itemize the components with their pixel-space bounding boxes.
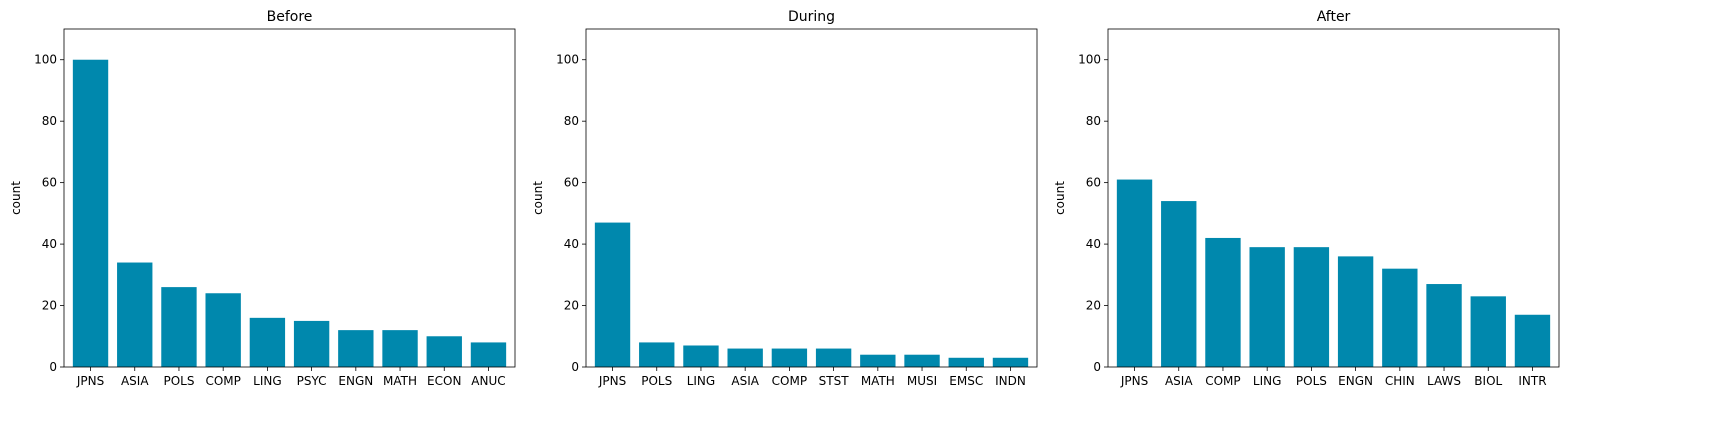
bar-asia — [727, 348, 763, 367]
y-tick-label: 40 — [42, 237, 57, 251]
x-tick-label: MATH — [383, 374, 417, 388]
y-axis-label: count — [1053, 181, 1067, 215]
x-tick-label: MUSI — [907, 374, 937, 388]
x-tick-label: ECON — [427, 374, 461, 388]
y-tick-label: 40 — [564, 237, 579, 251]
x-tick-label: ENGN — [338, 374, 373, 388]
x-tick-label: COMP — [1205, 374, 1240, 388]
y-tick-label: 100 — [556, 53, 579, 67]
x-tick-label: JPNS — [1120, 374, 1148, 388]
bar-comp — [771, 348, 808, 367]
y-axis-label: count — [9, 181, 23, 215]
y-tick-label: 20 — [1086, 299, 1101, 313]
x-tick-label: POLS — [641, 374, 672, 388]
bar-pols — [161, 287, 197, 367]
chart-panel-after: JPNS ASIA COMP LING POLS ENGN CHIN LAWS BIOL INTR… — [1053, 9, 1560, 388]
bar-psyc — [293, 320, 330, 367]
chart-title: Before — [267, 9, 313, 25]
y-tick-label: 80 — [1086, 114, 1101, 128]
axes-frame — [1107, 28, 1560, 368]
y-tick-label: 0 — [571, 360, 579, 374]
bar-engn — [1337, 256, 1374, 367]
x-tick-label: POLS — [1296, 374, 1327, 388]
x-tick-label: JPNS — [76, 374, 104, 388]
bar-indn — [992, 357, 1029, 367]
x-tick-label: EMSC — [949, 374, 983, 388]
y-tick-label: 60 — [564, 176, 579, 190]
bar-ling — [1249, 247, 1285, 367]
chart-title: After — [1317, 9, 1351, 25]
y-tick-label: 60 — [1086, 176, 1101, 190]
y-tick-label: 40 — [1086, 237, 1101, 251]
x-tick-label: ASIA — [1165, 374, 1193, 388]
bar-comp — [1205, 237, 1241, 367]
y-tick-label: 100 — [1078, 53, 1101, 67]
bar-engn — [338, 330, 374, 367]
bar-asia — [117, 262, 153, 367]
bar-biol — [1470, 296, 1506, 367]
bar-asia — [1161, 201, 1197, 367]
x-tick-label: COMP — [205, 374, 240, 388]
y-tick-label: 100 — [34, 53, 57, 67]
y-tick-label: 20 — [42, 299, 57, 313]
bar-emsc — [948, 357, 984, 367]
x-tick-label: ASIA — [121, 374, 149, 388]
x-tick-label: LING — [687, 374, 716, 388]
bar-jpns — [594, 222, 631, 367]
x-tick-label: LAWS — [1427, 374, 1461, 388]
x-tick-label: POLS — [163, 374, 194, 388]
bar-comp — [205, 293, 241, 367]
bar-econ — [426, 336, 462, 367]
bar-musi — [904, 354, 940, 367]
y-tick-label: 0 — [49, 360, 57, 374]
x-tick-label: INTR — [1518, 374, 1546, 388]
bar-ling — [683, 345, 719, 367]
bar-jpns — [1116, 179, 1153, 367]
x-tick-label: LING — [253, 374, 282, 388]
axes-frame — [585, 28, 1038, 368]
chart-panel-before: JPNS ASIA POLS COMP LING PSYC ENGN MATH ECON ANUC… — [9, 9, 516, 388]
x-tick-label: COMP — [772, 374, 807, 388]
bar-ling — [249, 317, 286, 367]
bar-chin — [1382, 268, 1418, 367]
chart-title: During — [788, 9, 835, 25]
x-tick-label: CHIN — [1385, 374, 1415, 388]
x-tick-label: INDN — [995, 374, 1026, 388]
y-tick-label: 0 — [1093, 360, 1101, 374]
bar-intr — [1514, 314, 1551, 367]
bar-laws — [1426, 284, 1462, 367]
y-tick-label: 20 — [564, 299, 579, 313]
x-tick-label: JPNS — [598, 374, 626, 388]
bar-anuc — [470, 342, 507, 367]
x-tick-label: ASIA — [731, 374, 759, 388]
x-tick-label: ANUC — [471, 374, 505, 388]
bar-stst — [815, 348, 852, 367]
y-axis-label: count — [531, 181, 545, 215]
y-tick-label: 80 — [42, 114, 57, 128]
axes-frame — [63, 28, 516, 368]
bar-pols — [1293, 247, 1330, 367]
x-tick-label: LING — [1253, 374, 1282, 388]
bar-jpns — [72, 59, 109, 367]
bar-pols — [639, 342, 675, 367]
x-tick-label: PSYC — [297, 374, 327, 388]
x-tick-label: STST — [819, 374, 850, 388]
y-tick-label: 60 — [42, 176, 57, 190]
chart-panel-during: JPNS POLS LING ASIA COMP STST MATH MUSI EMSC INDN… — [531, 9, 1038, 388]
y-tick-label: 80 — [564, 114, 579, 128]
x-tick-label: BIOL — [1474, 374, 1502, 388]
x-tick-label: MATH — [861, 374, 895, 388]
bar-math — [382, 330, 418, 367]
x-tick-label: ENGN — [1338, 374, 1373, 388]
bar-math — [860, 354, 896, 367]
